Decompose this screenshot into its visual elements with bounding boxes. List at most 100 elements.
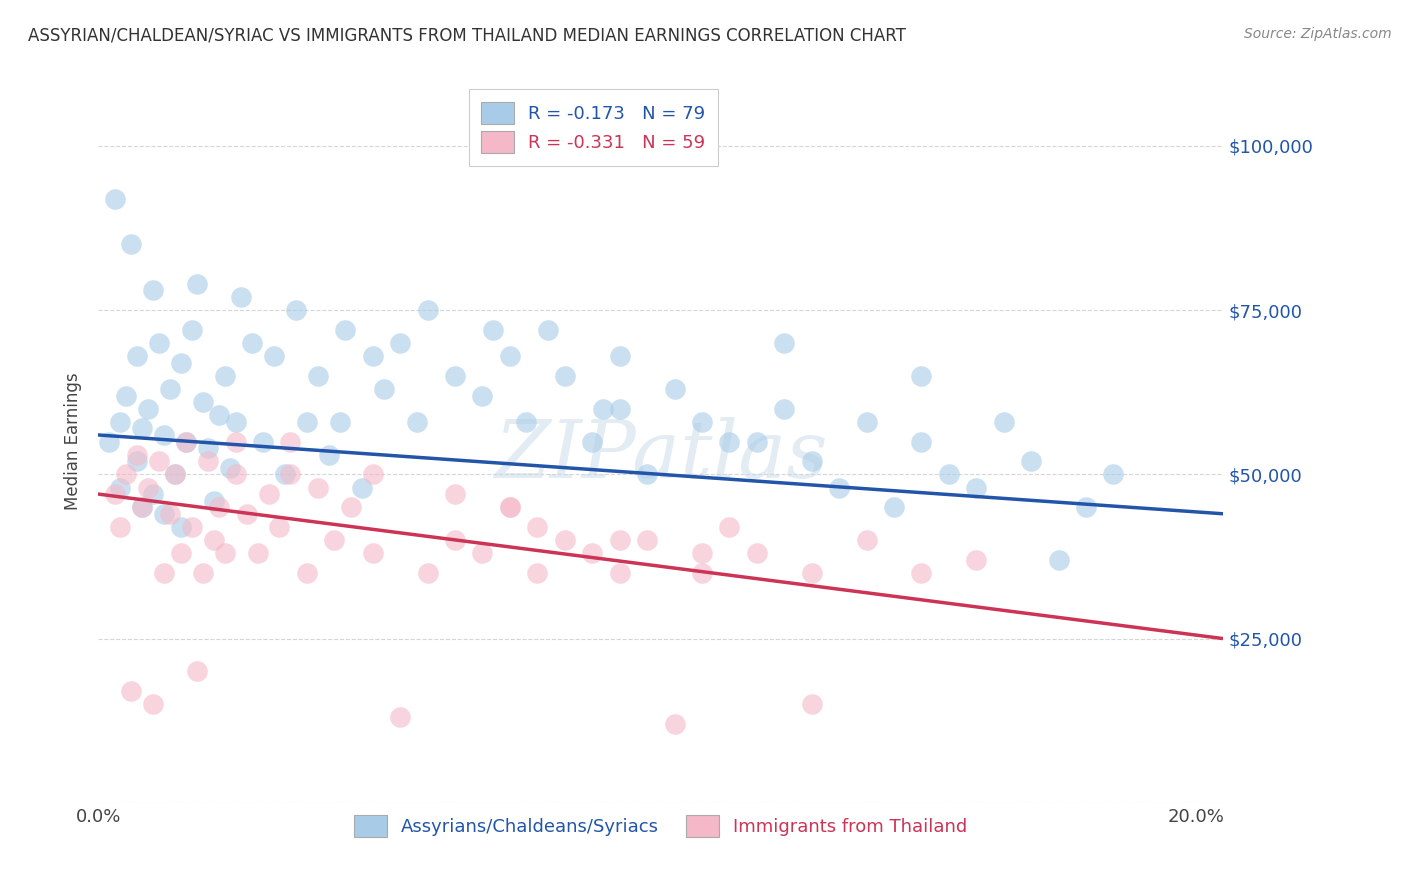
- Point: [208, 500, 231, 515]
- Point: [136, 401, 159, 416]
- Point: [263, 349, 285, 363]
- Point: [115, 467, 138, 482]
- Point: [225, 415, 247, 429]
- Point: [554, 533, 576, 547]
- Point: [554, 368, 576, 383]
- Point: [993, 415, 1015, 429]
- Point: [125, 454, 148, 468]
- Point: [318, 448, 340, 462]
- Point: [148, 454, 170, 468]
- Point: [499, 500, 522, 515]
- Point: [110, 415, 132, 429]
- Point: [664, 717, 686, 731]
- Point: [855, 415, 877, 429]
- Point: [174, 434, 197, 449]
- Point: [526, 520, 548, 534]
- Point: [609, 349, 631, 363]
- Point: [208, 409, 231, 423]
- Point: [120, 684, 142, 698]
- Point: [104, 487, 127, 501]
- Point: [131, 421, 153, 435]
- Point: [581, 546, 603, 560]
- Point: [636, 467, 658, 482]
- Point: [202, 493, 225, 508]
- Legend: Assyrians/Chaldeans/Syriacs, Immigrants from Thailand: Assyrians/Chaldeans/Syriacs, Immigrants …: [347, 808, 974, 845]
- Point: [252, 434, 274, 449]
- Point: [246, 546, 269, 560]
- Point: [214, 546, 236, 560]
- Point: [609, 533, 631, 547]
- Point: [125, 349, 148, 363]
- Point: [910, 566, 932, 580]
- Point: [180, 520, 202, 534]
- Point: [295, 566, 318, 580]
- Point: [125, 448, 148, 462]
- Point: [191, 395, 214, 409]
- Point: [350, 481, 373, 495]
- Point: [284, 303, 307, 318]
- Point: [416, 303, 439, 318]
- Point: [482, 323, 505, 337]
- Point: [235, 507, 257, 521]
- Point: [800, 454, 823, 468]
- Point: [773, 401, 796, 416]
- Point: [965, 481, 987, 495]
- Point: [153, 428, 176, 442]
- Point: [471, 546, 494, 560]
- Point: [280, 434, 302, 449]
- Point: [225, 467, 247, 482]
- Point: [307, 368, 329, 383]
- Point: [609, 566, 631, 580]
- Point: [153, 507, 176, 521]
- Point: [800, 698, 823, 712]
- Point: [153, 566, 176, 580]
- Point: [405, 415, 427, 429]
- Point: [142, 487, 165, 501]
- Point: [389, 710, 412, 724]
- Point: [636, 533, 658, 547]
- Point: [148, 336, 170, 351]
- Point: [142, 698, 165, 712]
- Point: [280, 467, 302, 482]
- Point: [745, 546, 768, 560]
- Point: [828, 481, 851, 495]
- Point: [1019, 454, 1042, 468]
- Point: [1102, 467, 1125, 482]
- Point: [361, 546, 384, 560]
- Point: [274, 467, 297, 482]
- Point: [229, 290, 252, 304]
- Point: [159, 382, 181, 396]
- Point: [664, 382, 686, 396]
- Point: [329, 415, 352, 429]
- Point: [592, 401, 614, 416]
- Point: [444, 368, 467, 383]
- Point: [526, 566, 548, 580]
- Point: [499, 349, 522, 363]
- Point: [718, 520, 741, 534]
- Point: [104, 192, 127, 206]
- Point: [136, 481, 159, 495]
- Text: ASSYRIAN/CHALDEAN/SYRIAC VS IMMIGRANTS FROM THAILAND MEDIAN EARNINGS CORRELATION: ASSYRIAN/CHALDEAN/SYRIAC VS IMMIGRANTS F…: [28, 27, 905, 45]
- Point: [883, 500, 905, 515]
- Point: [165, 467, 187, 482]
- Point: [197, 441, 219, 455]
- Point: [323, 533, 346, 547]
- Point: [773, 336, 796, 351]
- Point: [170, 520, 193, 534]
- Point: [416, 566, 439, 580]
- Point: [340, 500, 363, 515]
- Point: [170, 356, 193, 370]
- Point: [335, 323, 357, 337]
- Point: [197, 454, 219, 468]
- Point: [142, 284, 165, 298]
- Point: [373, 382, 395, 396]
- Point: [537, 323, 560, 337]
- Point: [690, 546, 713, 560]
- Point: [718, 434, 741, 449]
- Text: Source: ZipAtlas.com: Source: ZipAtlas.com: [1244, 27, 1392, 41]
- Point: [186, 665, 208, 679]
- Point: [269, 520, 291, 534]
- Point: [186, 277, 208, 291]
- Point: [444, 487, 467, 501]
- Point: [910, 368, 932, 383]
